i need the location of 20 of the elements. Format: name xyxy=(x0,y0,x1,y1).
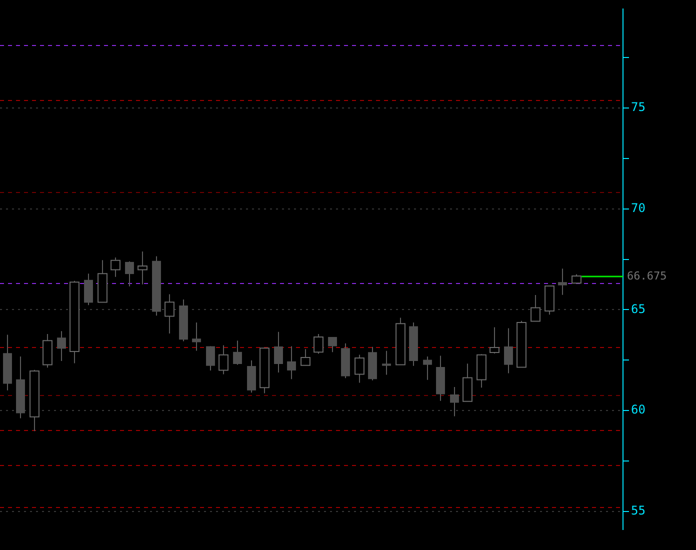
candlestick xyxy=(423,356,432,380)
candlestick xyxy=(206,346,215,371)
candlestick xyxy=(57,330,66,362)
y-tick-label: 70 xyxy=(631,201,646,216)
candlestick xyxy=(382,350,391,376)
candlestick xyxy=(328,336,337,353)
candlestick xyxy=(504,328,513,374)
y-tick-label: 60 xyxy=(631,402,646,417)
candlestick xyxy=(192,322,201,352)
candlestick xyxy=(233,340,242,366)
candlestick xyxy=(558,268,567,296)
y-tick-label: 65 xyxy=(631,302,646,316)
candlestick xyxy=(125,260,134,287)
y-tick-label: 75 xyxy=(631,100,646,114)
candlestick xyxy=(287,346,296,380)
candlestick xyxy=(274,331,283,373)
ref-line-label: 66.675 xyxy=(627,269,667,282)
candlestick xyxy=(450,386,459,417)
y-tick-label: 55 xyxy=(631,504,646,518)
candlestick xyxy=(84,273,93,306)
